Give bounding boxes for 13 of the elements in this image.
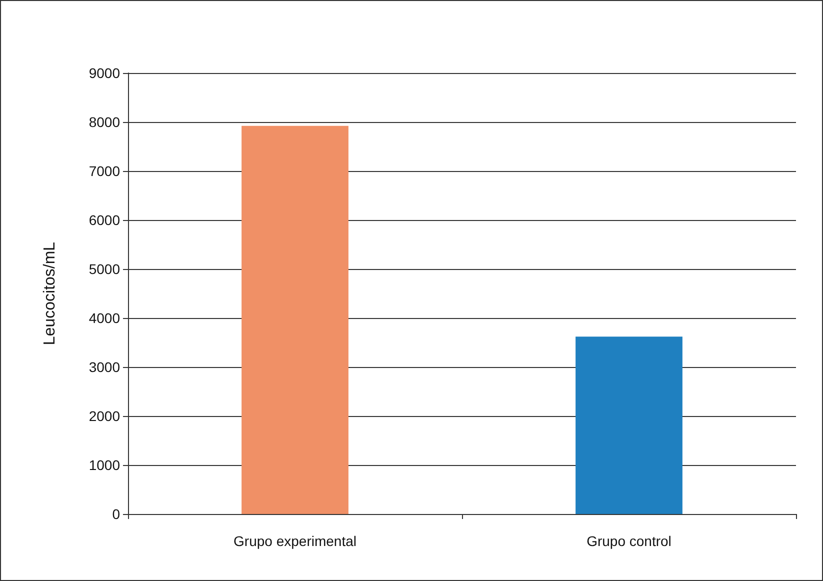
y-tick-label: 8000 (88, 114, 120, 130)
x-tick-label: Grupo experimental (234, 533, 356, 549)
y-tick-label: 9000 (88, 65, 120, 81)
y-tick-label: 7000 (88, 163, 120, 179)
y-axis-title: Leucocitos/mL (42, 242, 58, 346)
y-tick-label: 0 (112, 506, 120, 522)
y-tick-label: 6000 (88, 212, 120, 228)
y-tick-label: 2000 (88, 408, 120, 424)
y-tick-label: 4000 (88, 310, 120, 326)
y-tick-label: 5000 (88, 261, 120, 277)
x-tick-label: Grupo control (586, 533, 672, 549)
y-tick-label: 3000 (88, 359, 120, 375)
y-tick-label: 1000 (88, 457, 120, 473)
